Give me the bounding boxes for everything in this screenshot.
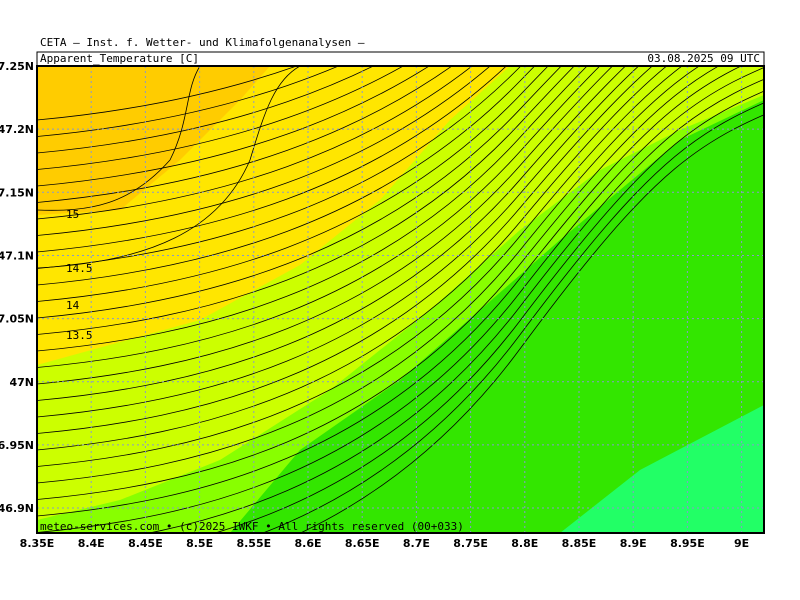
isoline bbox=[37, 66, 522, 269]
isoline bbox=[37, 66, 720, 500]
isoline bbox=[37, 66, 575, 335]
isoline bbox=[37, 66, 430, 187]
lat-label: 6.95N bbox=[0, 439, 34, 452]
isoline bbox=[37, 66, 627, 401]
lon-label: 8.8E bbox=[511, 537, 538, 550]
frame bbox=[36, 65, 765, 534]
isoline bbox=[37, 66, 340, 137]
isoline bbox=[37, 66, 301, 269]
lat-label: 47N bbox=[9, 376, 34, 389]
isoline bbox=[37, 66, 536, 286]
lon-label: 8.75E bbox=[453, 537, 488, 550]
lat-label: 7.25N bbox=[0, 60, 34, 73]
lat-label: 47.1N bbox=[0, 249, 34, 262]
isoline bbox=[37, 66, 601, 368]
isoline bbox=[37, 66, 653, 434]
lon-label: 8.95E bbox=[670, 537, 705, 550]
isoline bbox=[37, 66, 473, 220]
isoline bbox=[37, 66, 588, 352]
lon-label: 8.4E bbox=[78, 537, 105, 550]
isoline bbox=[37, 66, 201, 211]
isoline bbox=[37, 66, 453, 203]
isoline bbox=[37, 66, 404, 170]
isoline bbox=[37, 66, 683, 467]
lon-label: 8.45E bbox=[128, 537, 163, 550]
lon-label: 8.7E bbox=[403, 537, 430, 550]
isoline bbox=[37, 66, 668, 451]
contour-label: 13.5 bbox=[66, 329, 93, 342]
lon-label: 8.6E bbox=[294, 537, 321, 550]
parameter: Apparent_Temperature [C] bbox=[40, 52, 199, 65]
contour-label: 15 bbox=[66, 208, 79, 221]
isoline bbox=[37, 66, 507, 253]
title: CETA – Inst. f. Wetter- und Klimafolgena… bbox=[40, 36, 365, 49]
isoline bbox=[299, 114, 764, 533]
lat-label: 46.9N bbox=[0, 502, 34, 515]
lat-label: 47.2N bbox=[0, 123, 34, 136]
lon-label: 8.35E bbox=[20, 537, 55, 550]
fill bbox=[37, 66, 270, 215]
isoline bbox=[37, 66, 491, 236]
isoline bbox=[37, 66, 743, 517]
isoline bbox=[37, 66, 549, 302]
isoline bbox=[37, 66, 562, 319]
isoline bbox=[37, 66, 764, 533]
lon-label: 8.9E bbox=[620, 537, 647, 550]
valid-time: 03.08.2025 09 UTC bbox=[647, 52, 760, 65]
isoline bbox=[213, 90, 764, 533]
lat-label: 7.15N bbox=[0, 186, 34, 199]
isoline bbox=[37, 66, 700, 484]
lon-label: 8.85E bbox=[562, 537, 597, 550]
contour-label: 14 bbox=[66, 299, 80, 312]
lon-label: 8.5E bbox=[186, 537, 213, 550]
field bbox=[37, 66, 764, 533]
isoline bbox=[37, 66, 298, 121]
isoline bbox=[37, 66, 614, 385]
contour-label: 14.5 bbox=[66, 262, 93, 275]
lat-label: 7.05N bbox=[0, 313, 34, 326]
isoline bbox=[147, 78, 764, 533]
lon-label: 8.55E bbox=[236, 537, 271, 550]
footer: meteo-services.com • (c)2025 IWKF • All … bbox=[40, 520, 464, 533]
isoline bbox=[37, 66, 375, 154]
lon-label: 8.65E bbox=[345, 537, 380, 550]
isoline bbox=[261, 102, 764, 533]
lon-label: 9E bbox=[734, 537, 749, 550]
isoline bbox=[37, 66, 640, 418]
